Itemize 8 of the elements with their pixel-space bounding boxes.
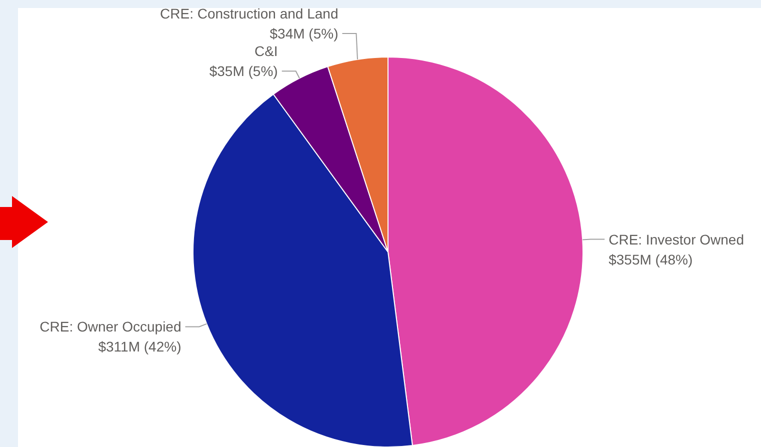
data-label: $311M (42%) <box>98 338 182 355</box>
data-label: $35M (5%) <box>209 63 278 80</box>
slice-label: CRE: Owner Occupied <box>40 318 182 335</box>
data-label: $355M (48%) <box>608 251 693 268</box>
slice-label: CRE: Investor Owned <box>608 231 744 248</box>
slice-label: CRE: Construction and Land <box>160 6 338 22</box>
data-label: $34M (5%) <box>270 26 338 42</box>
slice-label: C&I <box>254 43 278 60</box>
